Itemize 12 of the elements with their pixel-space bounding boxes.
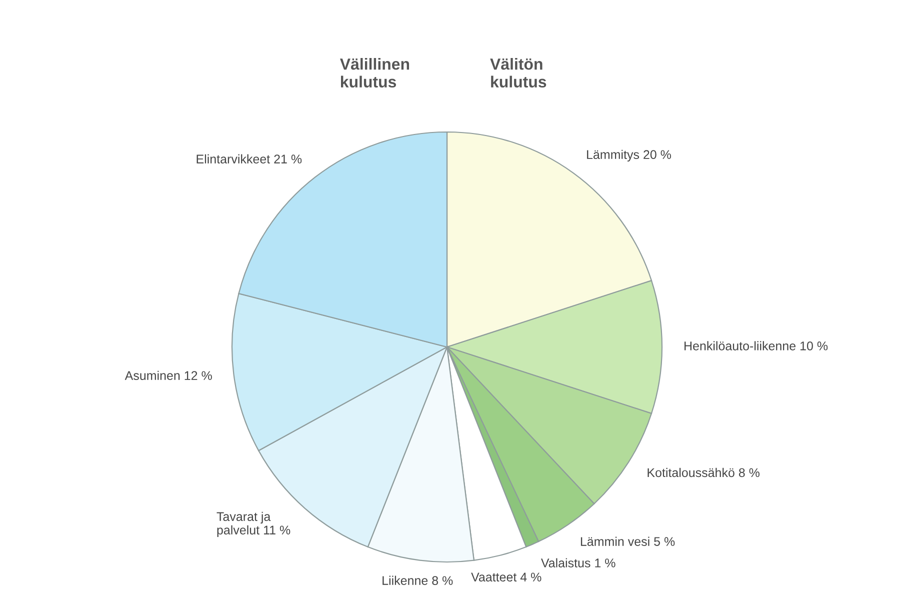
slice-label: Valaistus 1 % (540, 558, 616, 568)
slice-label: Lämmitys 20 % (587, 150, 672, 162)
slice-label: Kotitaloussähkö 8 % (648, 468, 760, 478)
text: Välitön kulutus (490, 58, 546, 88)
slice-label: Tavarat ja palvelut 11 % (216, 512, 290, 537)
slice-label: Asuminen 12 % (124, 370, 212, 380)
slice-label: Lämmin vesi 5 % (580, 536, 675, 546)
slice-label: Henkilöauto-liikenne 10 % (684, 341, 828, 350)
text: Välillinen kulutus (340, 58, 410, 88)
slice-label: Liikenne 8 % (382, 576, 453, 585)
slice-label: Elintarvikkeet 21 % (196, 154, 302, 164)
slice-label: Vaatteet 4 % (471, 572, 542, 582)
